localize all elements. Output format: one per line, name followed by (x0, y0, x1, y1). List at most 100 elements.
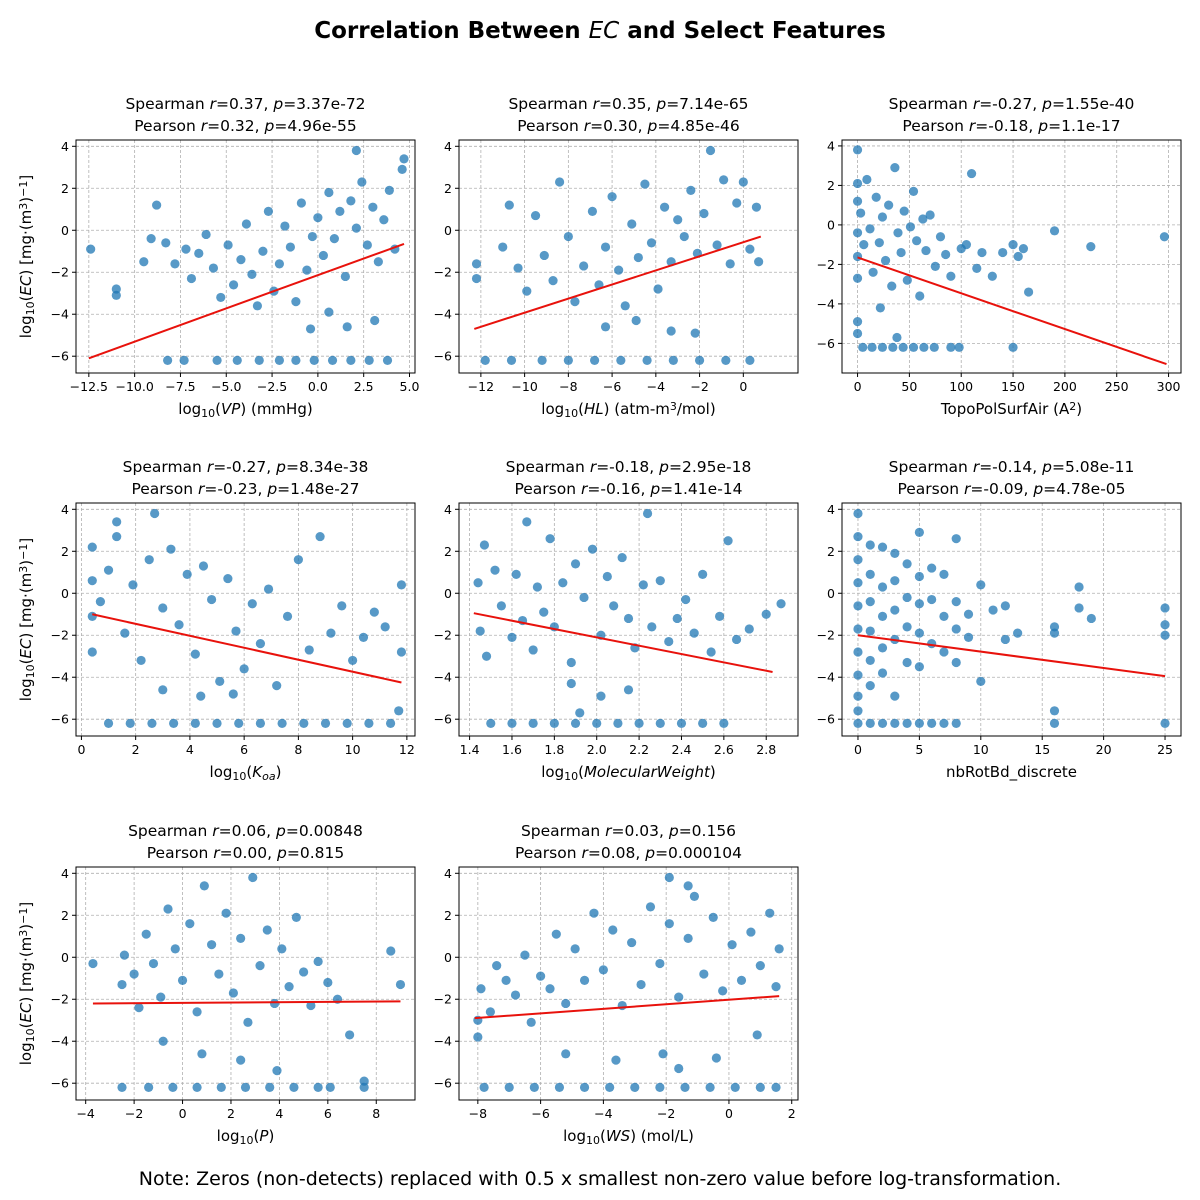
data-point (915, 291, 925, 301)
data-point (194, 248, 204, 258)
data-point (327, 355, 338, 366)
data-point (346, 196, 356, 206)
data-point (746, 927, 756, 937)
data-point (190, 649, 200, 659)
data-point (731, 634, 742, 645)
subplot-title-line: Spearman r=-0.27, p=1.55e-40 (889, 95, 1135, 113)
axes-frame (458, 502, 799, 737)
data-point (289, 1082, 299, 1093)
point-group (473, 508, 786, 729)
data-point (914, 599, 924, 609)
data-point (745, 355, 755, 366)
subplot-1: −12.5 −10.0 −7.5 −5.0 −2.5 0.0 2.5 5.0 −6 −4 −2 0 2 4… (17, 95, 420, 420)
data-point (248, 872, 258, 883)
data-point (1018, 244, 1029, 254)
data-point (212, 718, 222, 729)
data-point (370, 315, 380, 326)
x-tick-label: 6 (324, 1106, 332, 1121)
data-point (196, 691, 206, 701)
data-point (1074, 582, 1084, 592)
data-point (852, 328, 863, 339)
data-point (329, 234, 339, 244)
data-point (87, 542, 97, 552)
x-tick-label: 50 (901, 379, 917, 394)
data-point (776, 599, 786, 609)
data-point (631, 315, 641, 326)
data-point (395, 979, 406, 990)
data-point (634, 718, 644, 729)
data-point (961, 240, 972, 250)
data-point (228, 280, 239, 290)
data-point (877, 212, 888, 222)
data-point (177, 975, 188, 985)
y-tick-label: −4 (434, 307, 452, 322)
axes-frame (75, 866, 416, 1101)
data-point (683, 881, 693, 891)
x-tick-label: 6 (240, 742, 248, 757)
data-point (223, 573, 233, 584)
data-point (111, 284, 121, 294)
data-point (299, 718, 309, 729)
data-point (699, 208, 709, 219)
data-point (221, 908, 231, 918)
y-tick-label: 4 (61, 502, 69, 517)
data-point (304, 645, 314, 655)
data-point (561, 1049, 571, 1059)
x-tick-label: 2 (788, 1106, 796, 1121)
data-point (694, 355, 705, 366)
data-point (587, 544, 598, 554)
data-point (614, 265, 624, 275)
data-point (912, 236, 922, 246)
data-point (966, 168, 977, 179)
data-point (262, 925, 272, 935)
data-point (587, 206, 598, 216)
data-point (738, 177, 748, 187)
data-point (972, 263, 982, 273)
data-point (877, 668, 888, 678)
data-point (141, 929, 151, 939)
data-point (254, 355, 264, 366)
data-point (638, 580, 648, 590)
data-point (120, 628, 130, 638)
subplot-title-line: Spearman r=0.06, p=0.00848 (128, 822, 363, 840)
data-point (874, 238, 884, 248)
data-point (698, 569, 708, 579)
data-point (335, 206, 345, 216)
data-point (853, 670, 863, 680)
data-point (914, 628, 924, 638)
data-point (163, 904, 173, 914)
data-point (908, 342, 919, 352)
data-point (480, 355, 490, 366)
y-tick-label: 4 (827, 138, 835, 153)
y-tick-label: −4 (434, 670, 452, 685)
data-point (507, 718, 517, 729)
y-tick-label: 2 (61, 908, 69, 923)
data-point (265, 1082, 275, 1093)
x-tick-label: 1.4 (460, 742, 480, 757)
x-tick-label: 100 (949, 379, 973, 394)
y-tick-label: 4 (444, 502, 452, 517)
data-point (598, 965, 608, 975)
data-point (1086, 613, 1096, 624)
data-point (369, 607, 379, 617)
data-point (570, 297, 580, 307)
data-point (939, 718, 949, 729)
subplot-title-line: Pearson r=-0.16, p=1.41e-14 (514, 480, 742, 498)
subplot-6: 0 5 10 15 20 25 −6 −4 −2 0 2 4 Spearman r=-0.14, p=5… (817, 458, 1182, 782)
data-point (150, 508, 160, 519)
data-point (181, 244, 191, 254)
y-tick-label: 2 (444, 544, 452, 559)
data-point (1024, 287, 1034, 297)
data-point (346, 355, 356, 366)
data-point (963, 609, 974, 619)
data-point (914, 662, 924, 672)
data-point (358, 632, 369, 642)
x-tick-label: 1.8 (544, 742, 564, 757)
figure-footnote: Note: Zeros (non-detects) replaced with … (138, 1168, 1062, 1190)
data-point (754, 257, 764, 267)
data-point (852, 251, 863, 262)
y-tick-label: 2 (827, 178, 835, 193)
data-point (616, 355, 626, 366)
data-point (530, 210, 541, 221)
data-point (852, 228, 863, 238)
